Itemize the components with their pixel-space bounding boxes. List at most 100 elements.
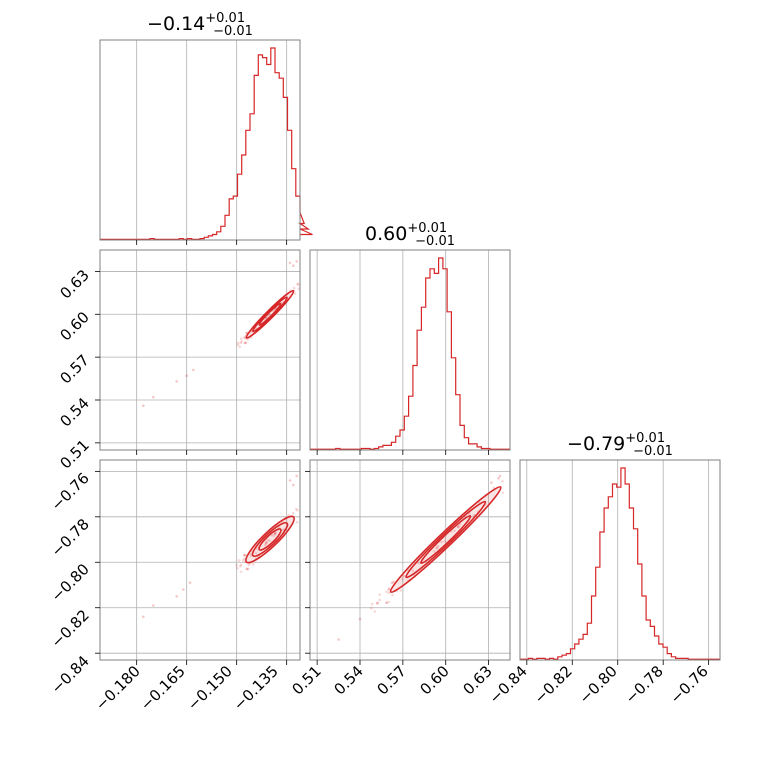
sample-point (192, 368, 195, 372)
sample-point (237, 559, 241, 562)
sample-point (497, 476, 500, 480)
sample-point (370, 606, 373, 610)
sample-point (243, 341, 247, 345)
sample-point (292, 264, 295, 268)
sample-point (472, 513, 476, 517)
sample-point (293, 292, 297, 295)
x-tick-label: −0.76 (667, 662, 712, 707)
sample-point (457, 525, 460, 529)
axes-frame (309, 459, 511, 661)
sample-point (244, 553, 247, 557)
sample-point (295, 520, 299, 524)
density-contour (258, 528, 282, 551)
sample-point (235, 563, 238, 567)
axes-frame (99, 459, 301, 661)
sample-point (453, 529, 456, 533)
density-contour (405, 500, 487, 579)
x-axis-param-2: −0.84 −0.82 −0.80 −0.78 −0.76 (486, 662, 712, 707)
x-tick-label: −0.150 (184, 662, 236, 714)
sample-point (272, 534, 276, 538)
sample-point (388, 587, 391, 590)
sample-point (242, 553, 246, 557)
sample-point (294, 507, 298, 511)
sample-point (296, 283, 300, 286)
sample-point (245, 567, 248, 570)
sample-point (296, 508, 299, 512)
sample-point (182, 588, 185, 591)
sample-point (295, 260, 299, 263)
sample-point (243, 557, 246, 561)
sample-point (443, 540, 447, 543)
sample-point (385, 590, 388, 594)
sample-point (274, 531, 278, 534)
histogram-steps (520, 467, 720, 660)
sample-point (236, 566, 239, 570)
sample-point (273, 532, 277, 535)
sample-point (175, 595, 178, 598)
sample-point (239, 337, 243, 341)
y-tick-label: 0.60 (56, 308, 92, 344)
axes-frame (99, 249, 301, 451)
sample-point (264, 316, 268, 320)
sample-point (387, 591, 391, 595)
sample-point (264, 543, 267, 547)
title-lower-error: −0.01 (213, 24, 253, 39)
y-tick-label: 0.57 (56, 351, 92, 387)
x-tick-label: 0.57 (373, 662, 409, 698)
sample-point (236, 343, 240, 347)
sample-point (239, 564, 242, 568)
sample-point (247, 563, 251, 567)
sample-point (435, 547, 438, 550)
sample-point (411, 569, 415, 572)
sample-point (243, 336, 246, 339)
axes-frame (309, 249, 511, 451)
sample-point (264, 542, 268, 545)
sample-point (249, 554, 253, 558)
density-contour (245, 289, 295, 339)
sample-point (274, 532, 277, 536)
sample-point (247, 567, 250, 571)
sample-point (265, 540, 268, 544)
title-lower-error: −0.01 (633, 444, 673, 459)
sample-point (175, 380, 178, 383)
x-tick-label: −0.135 (230, 662, 282, 714)
x-axis-param-1: 0.51 0.54 0.57 0.60 0.63 (288, 662, 495, 698)
sample-point (399, 589, 403, 592)
sample-point (142, 615, 145, 619)
title-upper-error: +0.01 (407, 221, 447, 236)
y-tick-label: −0.80 (48, 560, 93, 605)
x-axis-param-0: −0.180 −0.165 −0.150 −0.135 (92, 662, 282, 714)
title-lower-error: −0.01 (415, 234, 455, 249)
sample-point (402, 574, 406, 578)
sample-point (376, 601, 380, 605)
x-tick-label: −0.82 (531, 662, 576, 707)
sample-point (273, 532, 277, 536)
x-tick-label: −0.180 (92, 662, 144, 714)
density-contour (258, 302, 282, 326)
sample-point (292, 286, 296, 290)
panel-diag-1 (309, 249, 511, 455)
y-tick-label: −0.84 (48, 652, 93, 697)
sample-point (254, 551, 258, 555)
title-param-0: −0.14+0.01 −0.01 (147, 11, 253, 39)
density-contour (420, 514, 472, 565)
sample-point (456, 525, 460, 529)
sample-point (239, 563, 243, 566)
sample-point (501, 491, 505, 495)
sample-point (265, 541, 268, 545)
sample-point (295, 474, 299, 478)
x-tick-label: −0.84 (486, 662, 531, 707)
y-tick-label: −0.78 (48, 515, 93, 560)
x-tick-label: 0.51 (288, 662, 324, 698)
sample-point (249, 552, 253, 556)
y-axis-param-2: −0.84 −0.82 −0.80 −0.78 −0.76 (48, 469, 93, 697)
sample-point (288, 479, 292, 482)
sample-point (387, 600, 391, 604)
density-contour (389, 485, 502, 594)
sample-point (373, 610, 377, 613)
sample-point (392, 580, 396, 583)
sample-point (287, 514, 290, 517)
sample-point (265, 316, 268, 320)
sample-point (239, 341, 243, 345)
